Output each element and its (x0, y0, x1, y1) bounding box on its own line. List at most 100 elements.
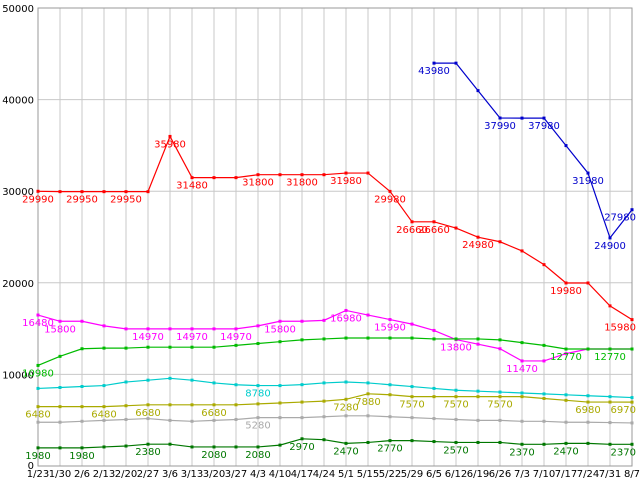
series-darkgreen-value-label: 2470 (553, 446, 578, 457)
series-magenta-value-label: 13800 (440, 343, 472, 354)
x-axis-tick-label: 1/23 (27, 469, 49, 480)
series-magenta-point (124, 327, 128, 331)
series-olive-point (190, 403, 194, 407)
x-axis-tick-label: 7/17 (555, 469, 577, 480)
series-olive-point (388, 393, 392, 397)
series-magenta-point (168, 327, 172, 331)
series-red-point (388, 189, 392, 193)
series-olive-value-label: 7280 (333, 402, 358, 413)
series-green-point (80, 347, 84, 351)
series-olive-value-label: 7570 (399, 400, 424, 411)
series-darkgreen-point (168, 442, 172, 446)
x-axis-tick-label: 7/24 (577, 469, 599, 480)
series-green-point (278, 340, 282, 344)
series-olive-point (102, 405, 106, 409)
series-red-point (344, 171, 348, 175)
series-magenta-point (212, 327, 216, 331)
series-olive-point (80, 405, 84, 409)
series-magenta-value-label: 16480 (22, 318, 54, 329)
series-gray-point (256, 416, 260, 420)
series-magenta-point (476, 342, 480, 346)
series-red-value-label: 31800 (242, 178, 274, 189)
series-gray-point (190, 419, 194, 423)
series-darkgreen-point (366, 440, 370, 444)
series-cyan-point (388, 383, 392, 387)
x-axis-tick-label: 6/19 (467, 469, 489, 480)
series-darkgreen-point (498, 440, 502, 444)
series-magenta-point (498, 347, 502, 351)
series-red-value-label: 31480 (176, 181, 208, 192)
plot-frame (37, 7, 633, 467)
series-darkgreen-point (564, 441, 568, 445)
x-axis-tick-label: 2/20 (115, 469, 137, 480)
x-axis-tick-label: 5/1 (338, 469, 354, 480)
x-axis-tick-label: 4/24 (313, 469, 335, 480)
series-magenta-point (146, 327, 150, 331)
series-green-value-label: 12770 (594, 352, 626, 363)
series-magenta-point (300, 319, 304, 323)
series-darkgreen-point (542, 442, 546, 446)
series-red-value-label: 31800 (286, 178, 318, 189)
series-cyan-point (300, 383, 304, 387)
y-axis-tick-label: 30000 (2, 187, 34, 198)
series-olive-value-label: 6970 (611, 405, 636, 416)
series-magenta-point (410, 322, 414, 326)
series-darkgreen-value-label: 2080 (201, 450, 226, 461)
series-darkgreen-point (80, 446, 84, 450)
series-blue-value-label: 43980 (418, 66, 450, 77)
series-darkgreen-point (300, 437, 304, 441)
series-gray-point (234, 417, 238, 421)
series-red-point (234, 176, 238, 180)
series-cyan-point (168, 376, 172, 380)
x-axis-tick-label: 2/6 (74, 469, 90, 480)
series-cyan-point (630, 396, 634, 400)
series-darkgreen-point (234, 445, 238, 449)
series-darkgreen-point (36, 446, 40, 450)
series-blue-point (630, 208, 634, 212)
series-blue-value-label: 24900 (594, 241, 626, 252)
series-gray-line (38, 415, 633, 424)
series-magenta-value-label: 14970 (176, 332, 208, 343)
series-olive-value-label: 6480 (25, 410, 50, 421)
x-axis-tick-label: 7/10 (533, 469, 555, 480)
x-axis-tick-label: 4/10 (269, 469, 291, 480)
series-red-point (432, 220, 436, 224)
series-darkgreen-point (454, 440, 458, 444)
series-magenta-point (322, 318, 326, 322)
series-magenta-point (520, 359, 524, 363)
series-green-value-label: 12770 (550, 352, 582, 363)
series-olive-point (366, 392, 370, 396)
series-red-point (542, 263, 546, 267)
series-blue-point (476, 89, 480, 93)
series-red-value-label: 26660 (396, 225, 428, 236)
series-red-point (410, 220, 414, 224)
series-cyan-point (102, 384, 106, 388)
series-magenta-point (256, 324, 260, 328)
series-magenta-line (37, 309, 632, 362)
series-red-value-label: 19980 (550, 286, 582, 297)
series-blue-point (608, 236, 612, 240)
x-axis-tick-label: 2/13 (93, 469, 115, 480)
series-olive-point (124, 404, 128, 408)
series-olive-point (36, 405, 40, 409)
series-olive-point (564, 398, 568, 402)
series-olive-point (256, 402, 260, 406)
series-cyan-point (586, 394, 590, 398)
series-gray-point (366, 414, 370, 418)
series-magenta-value-label: 15800 (44, 324, 76, 335)
series-gray-point (476, 418, 480, 422)
series-red-point (58, 190, 62, 194)
series-olive-point (322, 399, 326, 403)
series-magenta-point (102, 324, 106, 328)
series-olive-value-label: 6480 (91, 410, 116, 421)
series-red-value-label: 29950 (66, 195, 98, 206)
series-olive-point (498, 395, 502, 399)
series-red-value-label: 26660 (418, 225, 450, 236)
series-red-point (36, 189, 40, 193)
series-cyan-point (476, 389, 480, 393)
series-cyan-point (322, 381, 326, 385)
series-darkgreen-value-label: 2080 (245, 450, 270, 461)
x-axis-tick-label: 8/7 (624, 469, 640, 480)
series-red-point (476, 235, 480, 239)
series-olive-point (454, 395, 458, 399)
